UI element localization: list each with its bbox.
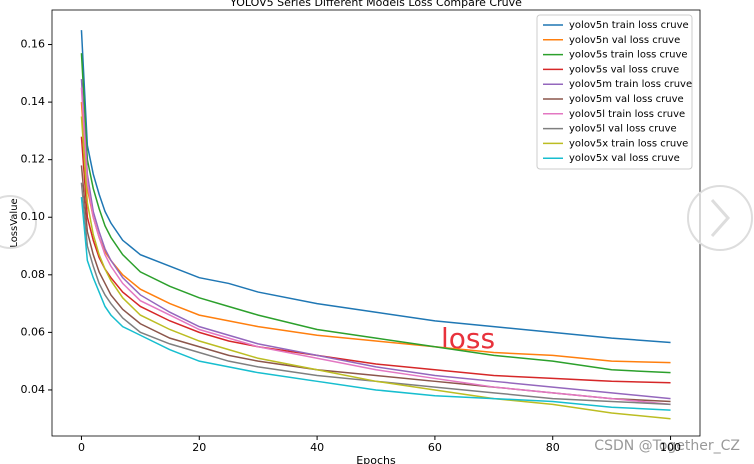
legend-label: yolov5l train loss cruve [569, 109, 685, 120]
legend-label: yolov5m val loss cruve [569, 94, 684, 105]
legend-label: yolov5n train loss cruve [569, 20, 689, 31]
chart-title: YOLOV5 Series Different Models Loss Comp… [229, 0, 522, 9]
x-tick-label: 100 [660, 441, 681, 454]
legend-label: yolov5l val loss cruve [569, 124, 677, 135]
x-tick-label: 20 [192, 441, 206, 454]
x-tick-label: 60 [428, 441, 442, 454]
legend-label: yolov5s val loss cruve [569, 64, 679, 75]
y-tick-label: 0.12 [21, 153, 46, 166]
x-tick-label: 0 [78, 441, 85, 454]
series-line [80, 197, 671, 411]
x-tick-label: 40 [310, 441, 324, 454]
series-line [80, 79, 671, 400]
x-axis-label: Epochs [356, 454, 396, 464]
series-line [80, 87, 671, 406]
prev-button[interactable] [0, 195, 37, 249]
x-tick-label: 80 [546, 441, 560, 454]
y-tick-label: 0.14 [21, 95, 46, 108]
watermark: CSDN @Together_CZ [594, 438, 740, 454]
y-tick-label: 0.10 [21, 210, 46, 223]
legend-label: yolov5m train loss cruve [569, 79, 692, 90]
y-tick-label: 0.08 [21, 268, 46, 281]
legend-box [536, 14, 693, 170]
legend-label: yolov5x train loss cruve [569, 138, 688, 149]
y-tick-label: 0.16 [21, 38, 46, 51]
legend-label: yolov5n val loss cruve [569, 35, 680, 46]
series-line [80, 136, 671, 384]
series-line [80, 30, 671, 344]
y-tick-label: 0.06 [21, 325, 46, 338]
y-tick-label: 0.04 [21, 383, 46, 396]
series-line [80, 53, 671, 374]
y-axis-label: LossValue [9, 198, 20, 247]
legend-label: yolov5x val loss cruve [569, 153, 680, 164]
next-arrow [710, 199, 731, 237]
series-line [80, 182, 671, 406]
legend-label: yolov5s train loss cruve [569, 50, 688, 61]
next-button[interactable] [687, 185, 753, 251]
